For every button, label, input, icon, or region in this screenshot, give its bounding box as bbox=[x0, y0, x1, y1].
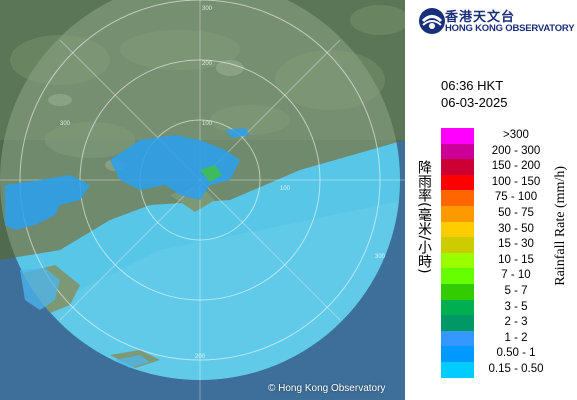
legend-item: 3 - 5 bbox=[441, 299, 571, 316]
legend-swatch bbox=[441, 221, 474, 238]
range-label: 100 bbox=[280, 186, 291, 192]
legend-item: 7 - 10 bbox=[441, 268, 571, 284]
rain-echoes bbox=[5, 128, 250, 368]
legend-item: 0.15 - 0.50 bbox=[441, 362, 571, 378]
range-label: 100 bbox=[202, 121, 213, 127]
legend-label: 0.15 - 0.50 bbox=[488, 363, 544, 375]
legend-swatch bbox=[441, 128, 474, 144]
copyright-text: © Hong Kong Observatory bbox=[268, 383, 386, 394]
legend-label: 15 - 30 bbox=[498, 238, 534, 251]
legend-swatch bbox=[441, 174, 474, 191]
radar-date: 06-03-2025 bbox=[441, 95, 508, 110]
range-label: 200 bbox=[202, 61, 213, 67]
radar-time: 06:36 HKT bbox=[441, 78, 504, 93]
legend-label: >300 bbox=[503, 129, 529, 141]
legend-label: 2 - 3 bbox=[504, 316, 528, 329]
legend-item: 200 - 300 bbox=[441, 143, 571, 160]
legend-swatch bbox=[441, 362, 474, 378]
legend-item: 2 - 3 bbox=[441, 315, 571, 331]
range-label-group: 100 200 300 300 300 200 100 bbox=[60, 6, 386, 360]
hko-logo-icon bbox=[419, 8, 445, 34]
range-label: 300 bbox=[375, 254, 386, 260]
legend-item: 75 - 100 bbox=[441, 190, 571, 206]
info-panel: 香港天文台 HONG KONG OBSERVATORY 06:36 HKT 06… bbox=[405, 0, 577, 400]
legend-label: 100 - 150 bbox=[491, 175, 541, 188]
legend-label: 50 - 75 bbox=[498, 207, 534, 219]
org-name-zh: 香港天文台 bbox=[445, 10, 516, 25]
legend-swatch bbox=[441, 299, 474, 316]
legend-label: 5 - 7 bbox=[504, 285, 528, 297]
legend-title-en: Rainfall Rate (mm/h) bbox=[553, 166, 568, 286]
range-label: 300 bbox=[202, 6, 213, 12]
legend-label: 200 - 300 bbox=[491, 144, 541, 157]
legend-item: 15 - 30 bbox=[441, 237, 571, 253]
legend-item: 100 - 150 bbox=[441, 174, 571, 191]
legend-swatch bbox=[441, 237, 474, 253]
legend-label: 75 - 100 bbox=[494, 191, 538, 204]
legend-swatch bbox=[441, 284, 474, 300]
legend-title-zh: 降雨率(毫米/小時) bbox=[416, 160, 432, 274]
range-label: 300 bbox=[60, 121, 71, 127]
range-label: 200 bbox=[195, 354, 206, 360]
legend-item: 150 - 200 bbox=[441, 159, 571, 175]
org-name-en: HONG KONG OBSERVATORY bbox=[445, 23, 575, 34]
legend-swatch bbox=[441, 190, 474, 206]
legend-swatch bbox=[441, 159, 474, 175]
legend-label: 30 - 50 bbox=[498, 222, 534, 235]
legend-label: 3 - 5 bbox=[504, 300, 528, 313]
legend-item: 50 - 75 bbox=[441, 206, 571, 222]
legend-item: >300 bbox=[441, 128, 571, 144]
radar-map-graphic: 100 200 300 300 300 200 100 bbox=[0, 0, 405, 400]
legend-item: 5 - 7 bbox=[441, 284, 571, 300]
legend-label: 10 - 15 bbox=[498, 253, 534, 266]
legend-label: 1 - 2 bbox=[504, 331, 528, 344]
legend-item: 0.50 - 1 bbox=[441, 346, 571, 362]
legend-item: 1 - 2 bbox=[441, 330, 571, 347]
legend-label: 0.50 - 1 bbox=[496, 347, 536, 360]
legend-swatch bbox=[441, 268, 474, 284]
legend-swatch bbox=[441, 206, 474, 222]
legend-label: 7 - 10 bbox=[501, 269, 531, 282]
legend-item: 10 - 15 bbox=[441, 252, 571, 269]
legend-swatch bbox=[441, 330, 474, 347]
legend-swatch bbox=[441, 315, 474, 331]
radar-map: 100 200 300 300 300 200 100 © Hong Kong … bbox=[0, 0, 405, 400]
legend-label: 150 - 200 bbox=[491, 160, 541, 173]
legend-item: 30 - 50 bbox=[441, 221, 571, 238]
legend-swatch bbox=[441, 143, 474, 160]
legend-swatch bbox=[441, 252, 474, 269]
legend-swatch bbox=[441, 346, 474, 362]
